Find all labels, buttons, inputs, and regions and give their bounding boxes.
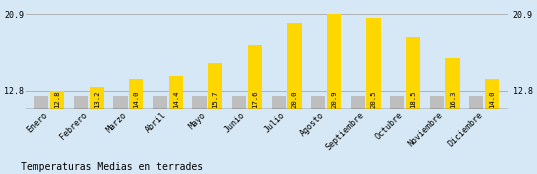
- Bar: [351, 96, 365, 109]
- Text: 20.9: 20.9: [331, 90, 337, 108]
- Text: 12.8: 12.8: [54, 90, 60, 108]
- Text: 16.3: 16.3: [449, 90, 455, 108]
- Bar: [169, 76, 183, 109]
- Bar: [430, 96, 444, 109]
- Text: 14.4: 14.4: [173, 90, 179, 108]
- Bar: [366, 18, 381, 109]
- Bar: [90, 87, 104, 109]
- Text: 20.5: 20.5: [371, 90, 376, 108]
- Text: 18.5: 18.5: [410, 90, 416, 108]
- Text: 13.2: 13.2: [94, 90, 100, 108]
- Bar: [327, 14, 341, 109]
- Bar: [469, 96, 483, 109]
- Bar: [129, 79, 143, 109]
- Bar: [406, 37, 420, 109]
- Bar: [34, 96, 48, 109]
- Bar: [311, 96, 325, 109]
- Bar: [272, 96, 286, 109]
- Bar: [390, 96, 404, 109]
- Text: 17.6: 17.6: [252, 90, 258, 108]
- Bar: [248, 45, 262, 109]
- Text: 20.0: 20.0: [292, 90, 297, 108]
- Bar: [74, 96, 88, 109]
- Text: Temperaturas Medias en terrades: Temperaturas Medias en terrades: [21, 162, 204, 172]
- Bar: [192, 96, 207, 109]
- Text: 14.0: 14.0: [133, 90, 139, 108]
- Text: 14.0: 14.0: [489, 90, 495, 108]
- Text: 15.7: 15.7: [212, 90, 219, 108]
- Bar: [287, 23, 302, 109]
- Bar: [113, 96, 128, 109]
- Bar: [208, 63, 222, 109]
- Bar: [446, 58, 460, 109]
- Bar: [50, 90, 64, 109]
- Bar: [485, 79, 499, 109]
- Bar: [232, 96, 246, 109]
- Bar: [153, 96, 167, 109]
